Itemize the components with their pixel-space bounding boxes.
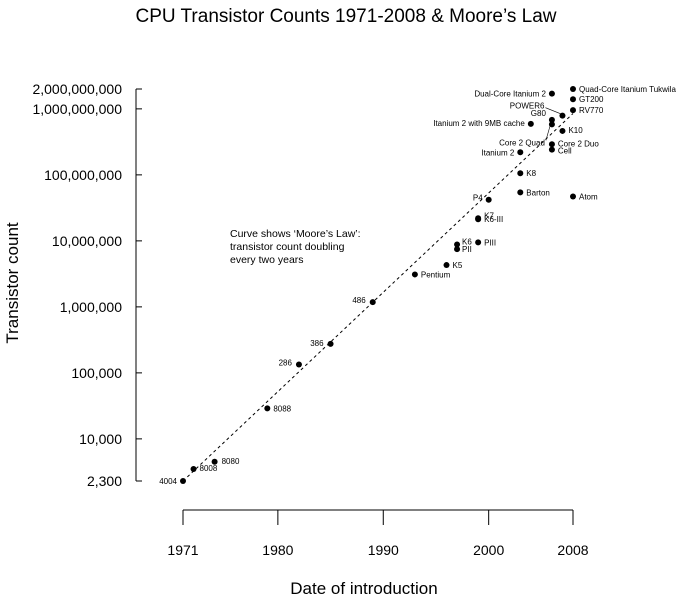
point-label: Barton xyxy=(526,188,550,197)
point-label: P4 xyxy=(473,194,483,203)
data-point-8080 xyxy=(211,458,218,465)
data-point-pii xyxy=(454,246,461,253)
point-label: 8080 xyxy=(222,457,240,466)
point-label: K8 xyxy=(526,169,536,178)
point-label: K6 xyxy=(462,238,472,247)
data-point-k8 xyxy=(517,170,524,177)
annotation-line-2: transistor count doubling xyxy=(230,241,345,253)
data-point-dual-core-itanium-2 xyxy=(548,90,555,97)
annotation-line-1: Curve shows ‘Moore’s Law’: xyxy=(230,228,361,240)
point-label: Dual-Core Itanium 2 xyxy=(474,90,546,99)
y-tick-label: 10,000,000 xyxy=(52,233,122,249)
data-point-itanium-2-with-9mb-cache xyxy=(527,120,534,127)
point-label: POWER6 xyxy=(510,102,545,111)
data-point-itanium-2 xyxy=(517,149,524,156)
point-label: Atom xyxy=(579,193,598,202)
data-point-rv770 xyxy=(570,107,576,114)
moores-law-trend-line xyxy=(182,113,574,482)
data-point-p4 xyxy=(485,196,492,203)
point-label: 4004 xyxy=(159,477,177,486)
y-tick-label: 100,000,000 xyxy=(44,167,122,183)
data-point-286 xyxy=(295,361,302,368)
point-label: 8008 xyxy=(200,464,218,473)
point-label: RV770 xyxy=(579,106,604,115)
data-point-atom xyxy=(570,193,576,200)
point-label: K6-III xyxy=(484,215,503,224)
data-point-barton xyxy=(517,189,524,196)
data-point-pentium xyxy=(411,271,418,278)
point-label: Core 2 Quad xyxy=(499,138,545,147)
data-point-8088 xyxy=(264,405,271,412)
point-label: 8088 xyxy=(273,404,291,413)
point-label: 386 xyxy=(310,339,324,348)
point-label: GT200 xyxy=(579,95,604,104)
y-tick-label: 2,300 xyxy=(87,473,122,489)
data-point-gt200 xyxy=(570,96,576,103)
leader-line xyxy=(545,107,561,114)
data-point-k10 xyxy=(559,127,566,134)
point-label: PII xyxy=(462,245,472,254)
y-tick-label: 1,000,000,000 xyxy=(32,101,122,117)
point-label: 286 xyxy=(279,358,293,367)
point-label: PIII xyxy=(484,238,496,247)
point-label: 486 xyxy=(352,296,366,305)
data-point-g80 xyxy=(548,116,555,123)
data-point-piii xyxy=(475,239,482,246)
data-point-8008 xyxy=(190,465,197,472)
y-tick-label: 10,000 xyxy=(79,431,122,447)
data-point-386 xyxy=(327,340,334,347)
point-label: Itanium 2 with 9MB cache xyxy=(433,119,525,128)
data-point-power6 xyxy=(559,112,566,119)
point-label: Quad-Core Itanium Tukwila xyxy=(579,85,676,94)
x-tick-label: 1990 xyxy=(368,542,399,558)
leader-line xyxy=(545,126,551,141)
x-tick-label: 2008 xyxy=(557,542,588,558)
x-tick-label: 2000 xyxy=(473,542,504,558)
y-tick-label: 2,000,000,000 xyxy=(32,81,122,97)
x-axis-title: Date of introduction xyxy=(290,579,437,598)
data-point-4004 xyxy=(180,478,186,484)
point-label: Core 2 Duo xyxy=(558,139,599,148)
point-label: K5 xyxy=(453,261,463,270)
x-tick-label: 1971 xyxy=(167,542,198,558)
point-label: Itanium 2 xyxy=(481,148,514,157)
point-label: G80 xyxy=(531,109,547,118)
y-tick-label: 1,000,000 xyxy=(60,299,122,315)
data-point-cell xyxy=(548,146,555,153)
data-point-core-2-quad xyxy=(548,121,555,128)
data-point-k7 xyxy=(475,215,482,222)
annotation-line-3: every two years xyxy=(230,254,304,266)
x-tick-label: 1980 xyxy=(262,542,293,558)
data-point-k6 xyxy=(454,241,461,248)
point-label: K10 xyxy=(568,126,583,135)
point-label: Cell xyxy=(558,147,572,156)
chart-title: CPU Transistor Counts 1971-2008 & Moore’… xyxy=(135,6,556,27)
data-point-core-2-duo xyxy=(548,141,555,148)
point-label: K7 xyxy=(484,211,494,220)
y-axis-title: Transistor count xyxy=(3,222,22,344)
point-label: Pentium xyxy=(421,270,451,279)
data-point-quad-core-itanium-tukwila xyxy=(570,86,576,92)
data-point-k5 xyxy=(443,262,450,269)
y-tick-label: 100,000 xyxy=(71,365,122,381)
data-point-486 xyxy=(369,299,376,306)
